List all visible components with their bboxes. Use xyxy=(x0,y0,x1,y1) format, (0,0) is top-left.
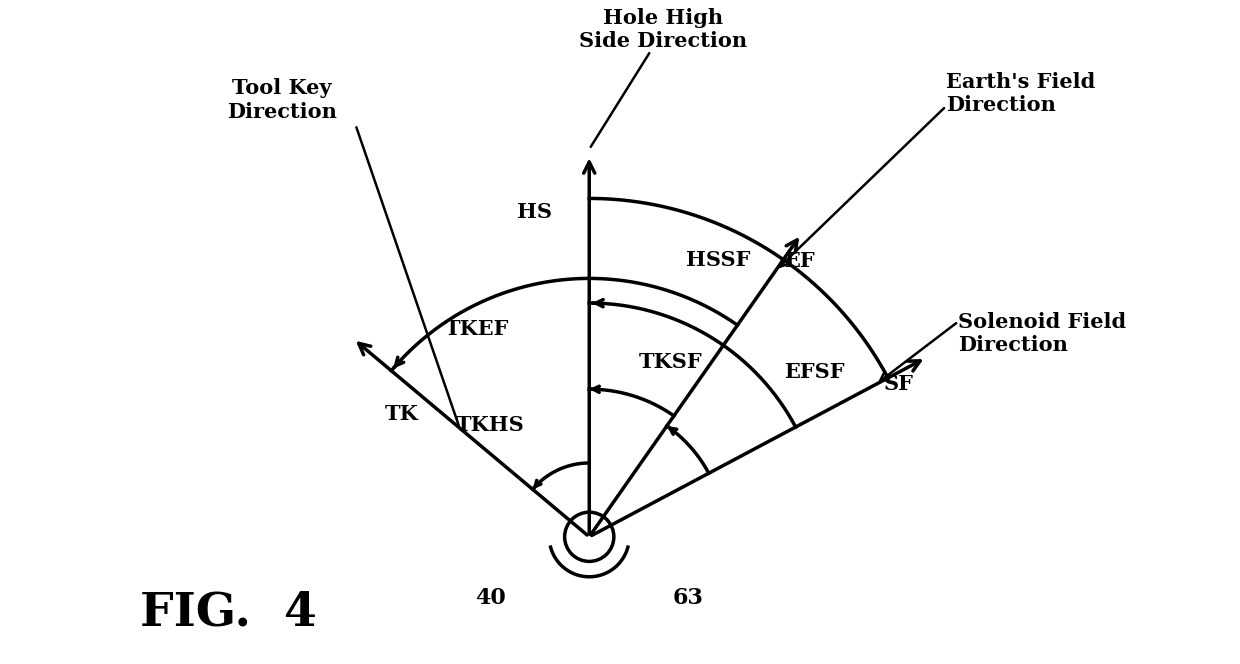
Text: TKEF: TKEF xyxy=(444,319,508,339)
Text: Solenoid Field
Direction: Solenoid Field Direction xyxy=(959,312,1126,355)
Text: HSSF: HSSF xyxy=(686,250,750,270)
Text: EFSF: EFSF xyxy=(785,362,844,382)
Text: TKSF: TKSF xyxy=(639,353,702,373)
Text: FIG.  4: FIG. 4 xyxy=(140,589,317,635)
Text: 40: 40 xyxy=(475,588,506,610)
Text: Hole High
Side Direction: Hole High Side Direction xyxy=(579,7,748,50)
Text: SF: SF xyxy=(884,374,914,394)
Text: TK: TK xyxy=(384,404,419,424)
Text: HS: HS xyxy=(517,202,552,222)
Text: TKHS: TKHS xyxy=(456,415,525,436)
Text: EF: EF xyxy=(784,250,815,271)
Text: Tool Key
Direction: Tool Key Direction xyxy=(227,78,336,122)
Text: Earth's Field
Direction: Earth's Field Direction xyxy=(946,72,1095,116)
Text: 63: 63 xyxy=(672,588,703,610)
